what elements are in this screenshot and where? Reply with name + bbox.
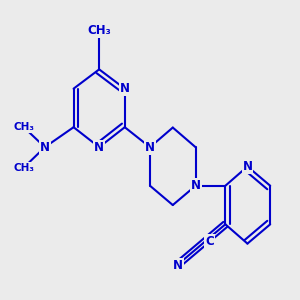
Text: CH₃: CH₃ [13, 163, 34, 172]
Text: N: N [190, 179, 201, 192]
Text: CH₃: CH₃ [13, 122, 34, 132]
Text: N: N [242, 160, 252, 173]
Text: N: N [120, 82, 130, 95]
Text: N: N [173, 259, 183, 272]
Text: N: N [40, 141, 50, 154]
Text: C: C [205, 235, 214, 248]
Text: N: N [145, 141, 155, 154]
Text: N: N [94, 141, 104, 154]
Text: CH₃: CH₃ [87, 24, 111, 37]
